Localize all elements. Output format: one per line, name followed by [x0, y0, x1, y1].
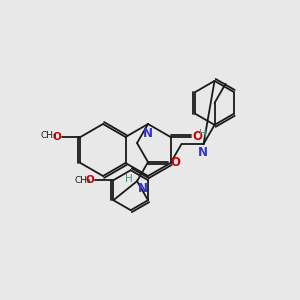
Text: O: O [53, 132, 62, 142]
Text: CH₃: CH₃ [74, 176, 91, 185]
Text: N: N [138, 182, 148, 195]
Text: O: O [170, 156, 180, 169]
Text: N: N [197, 146, 208, 159]
Text: H: H [125, 174, 133, 184]
Text: O: O [85, 175, 94, 185]
Text: H: H [199, 129, 206, 139]
Text: CH₃: CH₃ [40, 131, 57, 140]
Text: O: O [193, 130, 202, 143]
Text: N: N [143, 127, 153, 140]
